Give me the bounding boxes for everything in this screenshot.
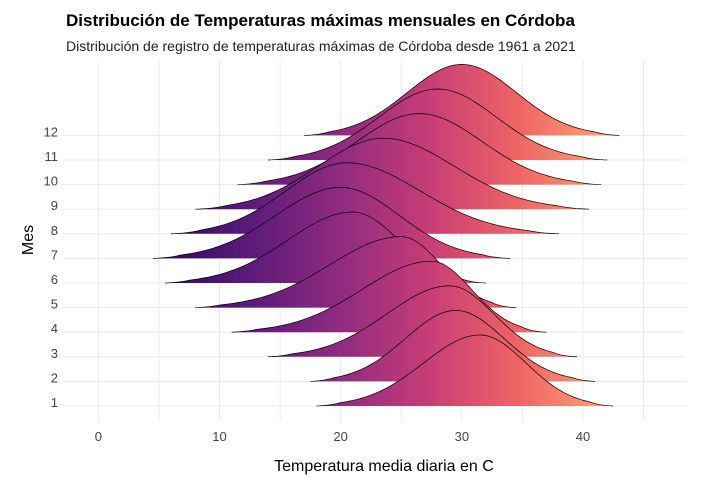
ridges xyxy=(152,64,620,407)
x-tick-label: 10 xyxy=(212,429,226,444)
ridge-outline-month-3 xyxy=(267,285,577,358)
x-tick-label: 30 xyxy=(455,429,469,444)
x-tick-labels: 0 10 20 30 40 xyxy=(95,429,591,444)
x-axis-label: Temperatura media diaria en C xyxy=(274,458,494,475)
y-tick-label: 6 xyxy=(51,272,58,287)
y-tick-label: 3 xyxy=(51,346,58,361)
y-tick-label: 7 xyxy=(51,247,58,262)
y-tick-label: 11 xyxy=(45,149,59,164)
ridge-area-month-1 xyxy=(316,335,614,406)
y-tick-label: 8 xyxy=(51,223,58,238)
x-tick-label: 40 xyxy=(576,429,590,444)
chart-subtitle: Distribución de registro de temperaturas… xyxy=(66,38,576,54)
y-tick-label: 4 xyxy=(51,321,58,336)
y-tick-label: 5 xyxy=(51,297,58,312)
ridge-outline-month-10 xyxy=(237,113,602,185)
y-tick-label: 10 xyxy=(44,174,58,189)
ridge-outline-month-8 xyxy=(171,162,559,235)
ridge-outline-month-7 xyxy=(152,187,511,259)
ridge-outline-month-12 xyxy=(304,64,620,136)
ridge-outline-month-1 xyxy=(316,334,614,407)
y-tick-label: 12 xyxy=(44,124,58,139)
chart-title: Distribución de Temperaturas máximas men… xyxy=(66,11,575,30)
ridge-outline-month-9 xyxy=(195,137,590,210)
y-tick-label: 9 xyxy=(51,198,58,213)
x-tick-label: 20 xyxy=(333,429,347,444)
y-tick-label: 1 xyxy=(51,395,58,410)
x-tick-label: 0 xyxy=(95,429,102,444)
ridge-outline-month-4 xyxy=(231,260,547,333)
ridge-outline-month-11 xyxy=(267,88,608,161)
y-tick-label: 2 xyxy=(51,370,58,385)
ridge-outline-month-2 xyxy=(310,310,596,382)
y-axis-label: Mes xyxy=(20,225,37,255)
